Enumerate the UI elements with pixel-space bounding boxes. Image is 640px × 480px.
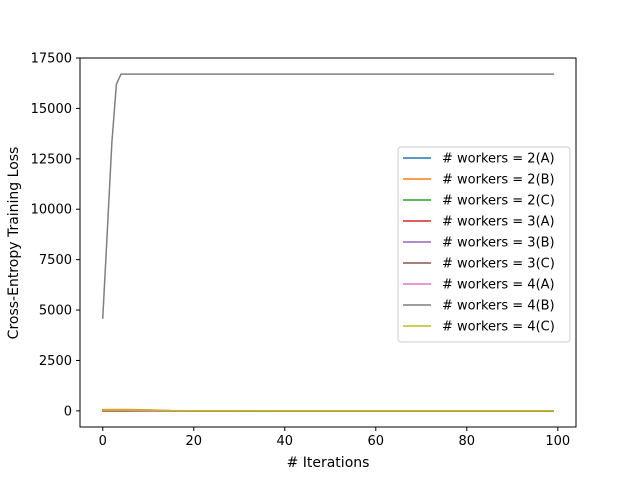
x-tick-label: 60 <box>368 434 385 449</box>
x-tick-label: 0 <box>99 434 107 449</box>
x-tick-label: 20 <box>185 434 202 449</box>
legend-entry-label: # workers = 2(A) <box>442 152 555 167</box>
legend-entry-label: # workers = 4(C) <box>442 320 555 335</box>
plot-area <box>101 73 555 413</box>
series-line-8 <box>101 73 554 319</box>
y-tick-label: 5000 <box>39 304 72 319</box>
x-axis-label: # Iterations <box>287 455 370 471</box>
legend-entry-label: # workers = 3(B) <box>442 236 555 251</box>
legend-box <box>397 146 571 343</box>
y-tick-label: 12500 <box>31 152 72 167</box>
y-tick-label: 15000 <box>31 102 72 117</box>
legend-entry-label: # workers = 2(B) <box>442 173 555 188</box>
legend-entry-label: # workers = 4(A) <box>442 278 555 293</box>
legend-entry-label: # workers = 4(B) <box>442 299 555 314</box>
y-tick-label: 2500 <box>39 354 72 369</box>
legend-entry-label: # workers = 3(A) <box>442 215 555 230</box>
y-tick-label: 10000 <box>31 203 72 218</box>
x-tick-label: 100 <box>545 434 570 449</box>
legend: # workers = 2(A) # workers = 2(B) # worker… <box>397 146 571 343</box>
x-tick-label: 40 <box>276 434 293 449</box>
x-tick-label: 80 <box>459 434 476 449</box>
y-tick-label: 7500 <box>39 253 72 268</box>
axes: 0 20 40 60 80 100 0 2500 5000 7500 10000 12500 15000… <box>31 52 577 449</box>
y-axis-label: Cross-Entropy Training Loss <box>6 147 22 340</box>
series-line-9 <box>101 409 554 412</box>
y-tick-label: 0 <box>64 404 72 419</box>
y-tick-label: 17500 <box>31 52 72 67</box>
legend-entry-label: # workers = 3(C) <box>442 257 555 272</box>
legend-entry-label: # workers = 2(C) <box>442 194 555 209</box>
axes-frame <box>79 57 577 428</box>
